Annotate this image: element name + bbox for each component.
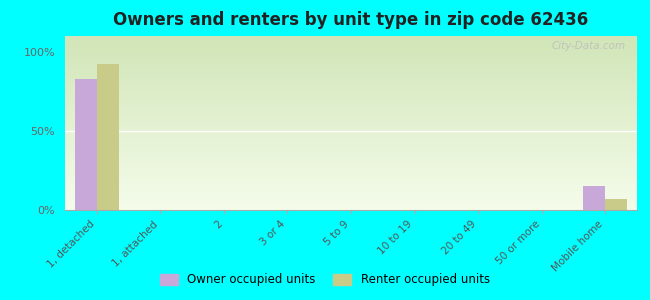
Legend: Owner occupied units, Renter occupied units: Owner occupied units, Renter occupied un…: [155, 269, 495, 291]
Bar: [75, 79, 97, 210]
Bar: [583, 186, 605, 210]
Bar: [97, 64, 119, 210]
Text: City-Data.com: City-Data.com: [551, 41, 625, 51]
Title: Owners and renters by unit type in zip code 62436: Owners and renters by unit type in zip c…: [113, 11, 589, 29]
Bar: [605, 199, 627, 210]
